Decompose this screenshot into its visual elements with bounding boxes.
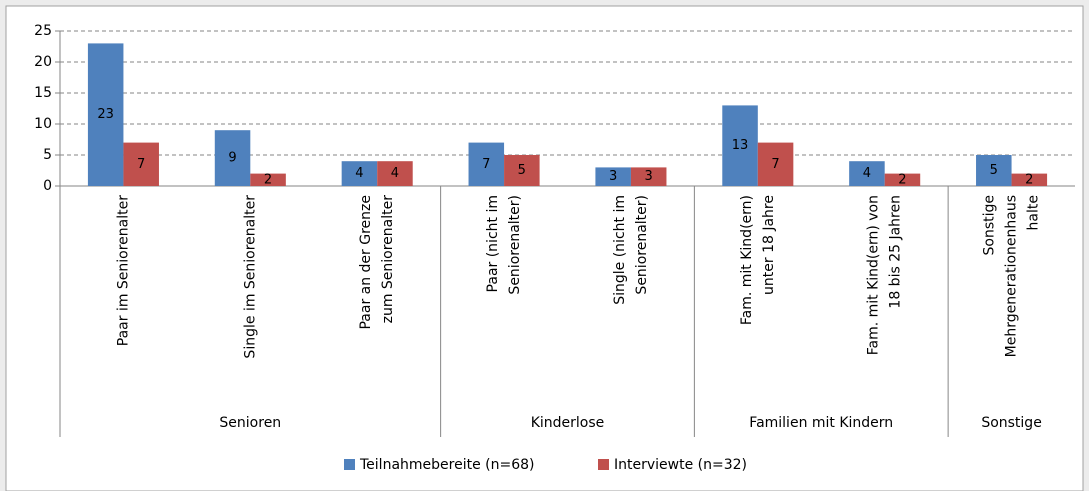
x-tick-label-group: Sonstige Mehrgenerationenhaus halte [982, 195, 1042, 357]
bar [377, 161, 413, 186]
legend-label: Teilnahmebereite (n=68) [359, 457, 535, 473]
panel [5, 5, 1084, 491]
bar [722, 105, 758, 186]
x-tick-label: Fam. mit Kind(ern) von 18 bis 25 Jahren [866, 195, 904, 355]
data-label: 3 [609, 169, 617, 184]
x-tick-label: Paar im Seniorenalter [115, 195, 131, 346]
bar [595, 167, 631, 186]
data-label: 7 [771, 157, 779, 172]
bar [757, 142, 794, 186]
legend-label: Interviewte (n=32) [614, 457, 747, 473]
x-tick-label: Single (nicht im Seniorenalter) [612, 195, 650, 305]
bar [87, 43, 124, 187]
group-label: Kinderlose [531, 415, 605, 431]
y-tick-label: 15 [34, 85, 52, 101]
x-tick-label-group: Fam. mit Kind(ern) von 18 bis 25 Jahren [866, 195, 904, 355]
bar [504, 155, 540, 186]
y-tick-label: 0 [43, 178, 52, 194]
x-tick-label-group: Paar (nicht im Seniorenalter) [485, 195, 523, 295]
x-tick-label: Paar an der Grenze zum Seniorenalter [358, 195, 396, 330]
x-tick-label: Fam. mit Kind(ern) unter 18 Jahre [739, 195, 777, 325]
bar [341, 161, 378, 186]
bar [214, 130, 251, 186]
group-label: Familien mit Kindern [749, 415, 893, 431]
data-label: 5 [518, 163, 526, 178]
bar [630, 167, 667, 186]
bar [468, 142, 505, 186]
bar [849, 161, 885, 186]
x-tick-label-group: Single (nicht im Seniorenalter) [612, 195, 650, 305]
data-label: 4 [863, 166, 871, 181]
bar [123, 142, 159, 186]
x-tick-label: Sonstige Mehrgenerationenhaus halte [982, 195, 1042, 357]
data-label: 7 [482, 157, 490, 172]
group-label: Senioren [219, 415, 281, 431]
x-tick-label: Paar (nicht im Seniorenalter) [485, 195, 523, 295]
data-label: 2 [1025, 172, 1033, 187]
data-label: 4 [391, 166, 399, 181]
x-tick-label-group: Paar im Seniorenalter [115, 195, 131, 346]
y-tick-label: 25 [34, 23, 52, 39]
data-label: 3 [645, 169, 653, 184]
data-label: 7 [137, 157, 145, 172]
x-tick-label-group: Single im Seniorenalter [242, 195, 258, 359]
legend-swatch [598, 459, 609, 470]
data-label: 9 [228, 151, 236, 166]
x-tick-label-group: Paar an der Grenze zum Seniorenalter [358, 195, 396, 330]
bar [1011, 173, 1048, 186]
bar [250, 173, 286, 186]
y-tick-label: 10 [34, 116, 52, 132]
y-tick-label: 20 [34, 54, 52, 70]
legend-swatch [344, 459, 355, 470]
x-tick-label-group: Fam. mit Kind(ern) unter 18 Jahre [739, 195, 777, 325]
bar [884, 173, 921, 186]
group-label: Sonstige [981, 415, 1042, 431]
data-label: 2 [898, 172, 906, 187]
data-label: 23 [97, 107, 114, 122]
data-label: 2 [264, 172, 272, 187]
y-tick-label: 5 [43, 147, 52, 163]
x-tick-label: Single im Seniorenalter [242, 195, 258, 359]
data-label: 5 [990, 163, 998, 178]
data-label: 4 [355, 166, 363, 181]
bar [976, 155, 1012, 186]
data-label: 13 [732, 138, 749, 153]
